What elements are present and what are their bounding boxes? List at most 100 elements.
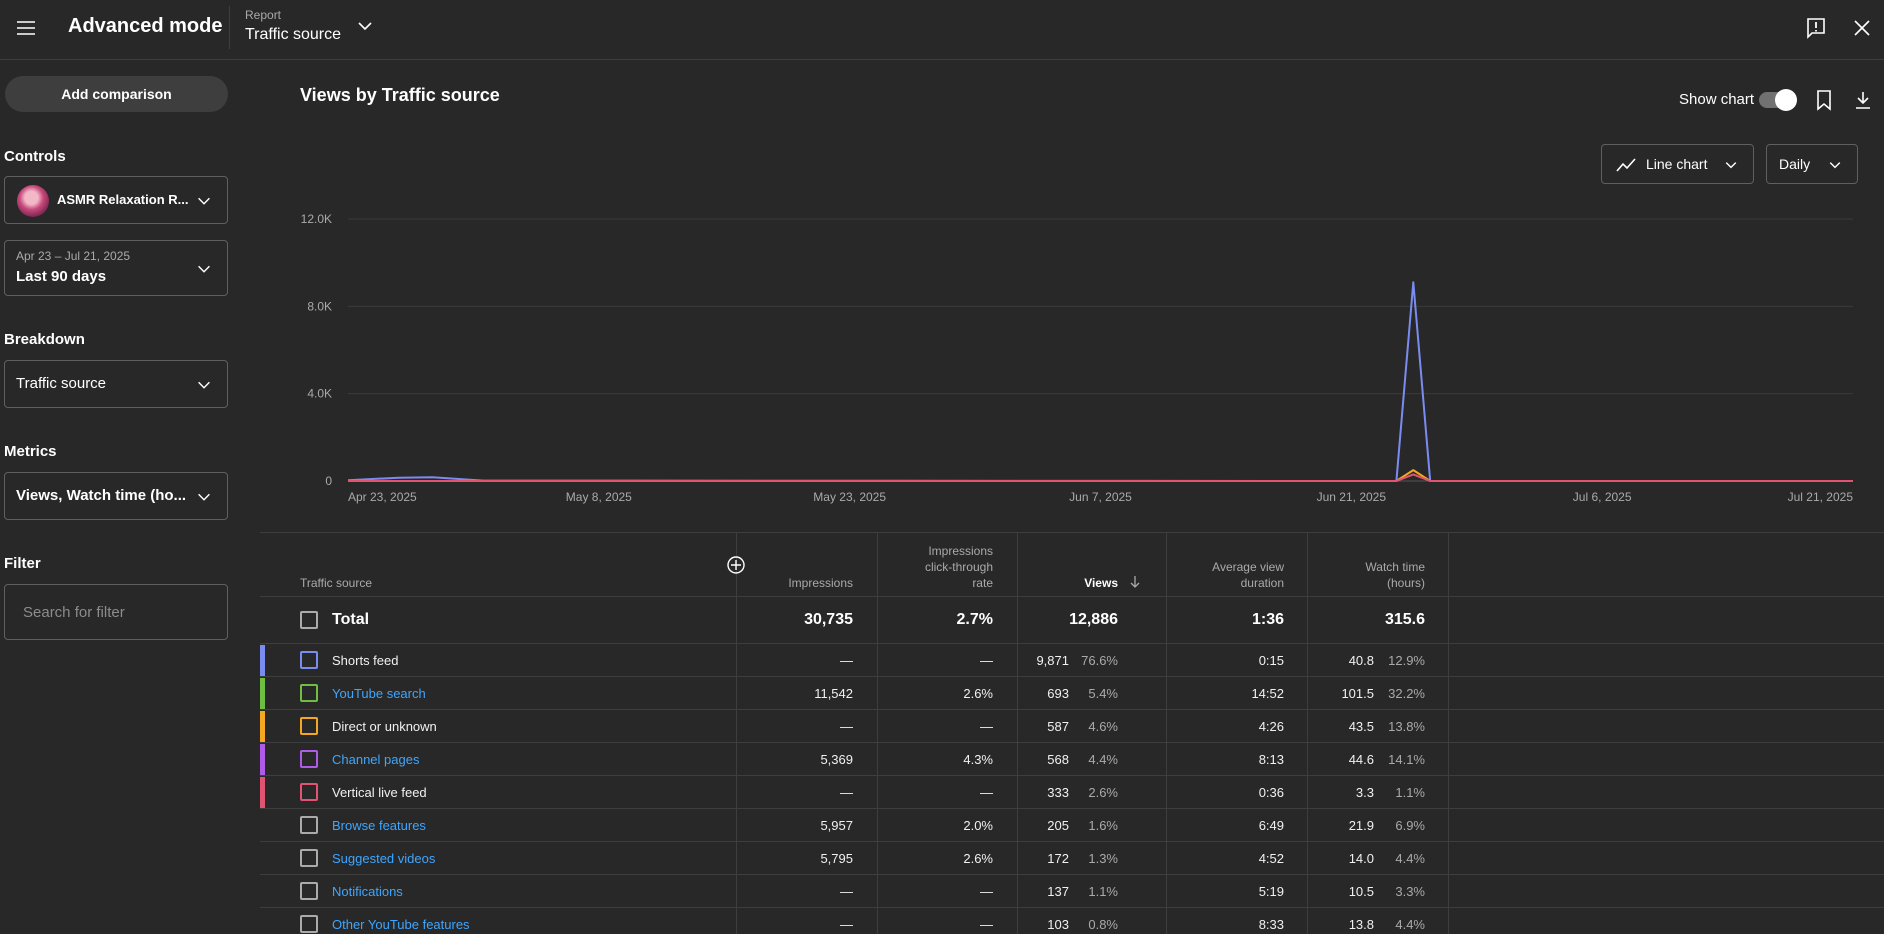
controls-heading: Controls <box>4 148 66 165</box>
impressions-value: — <box>840 653 853 668</box>
total-checkbox[interactable] <box>300 611 318 629</box>
watch-time-value: 43.5 <box>1348 719 1374 734</box>
row-checkbox[interactable] <box>300 684 318 702</box>
views-value: 9,871 <box>1036 653 1069 668</box>
avg-view-duration-value: 4:26 <box>1258 719 1284 734</box>
header-ctr-line1: Impressions <box>928 544 993 558</box>
traffic-source-label: Shorts feed <box>332 653 399 668</box>
row-checkbox[interactable] <box>300 651 318 669</box>
views-percent: 1.1% <box>1088 884 1118 899</box>
interval-dropdown[interactable]: Daily <box>1766 144 1858 184</box>
traffic-source-table: Traffic source Impressions Impressions c… <box>260 532 1884 934</box>
ctr-value: 2.0% <box>963 818 993 833</box>
breakdown-selector[interactable]: Traffic source <box>4 360 228 408</box>
avg-view-duration-value: 5:19 <box>1258 884 1284 899</box>
watch-time-percent: 1.1% <box>1395 785 1425 800</box>
row-checkbox[interactable] <box>300 816 318 834</box>
traffic-source-label[interactable]: Channel pages <box>332 752 420 767</box>
traffic-source-label: Vertical live feed <box>332 785 427 800</box>
table-row: YouTube search 11,542 2.6% 693 5.4% 14:52 101.… <box>260 677 1884 710</box>
hamburger-menu-icon[interactable] <box>14 16 38 40</box>
header-views[interactable]: Views <box>1084 576 1118 590</box>
x-tick-label: May 8, 2025 <box>566 490 632 504</box>
metrics-heading: Metrics <box>4 443 57 460</box>
header-traffic-source[interactable]: Traffic source <box>300 576 373 590</box>
column-divider <box>877 533 878 934</box>
traffic-source-label: Direct or unknown <box>332 719 437 734</box>
row-checkbox[interactable] <box>300 750 318 768</box>
watch-time-percent: 14.1% <box>1388 752 1425 767</box>
chart-type-dropdown[interactable]: Line chart <box>1601 144 1754 184</box>
filter-search-input[interactable] <box>4 584 228 640</box>
bookmark-icon[interactable] <box>1812 88 1836 112</box>
ctr-value: — <box>980 917 993 932</box>
chevron-down-icon <box>198 493 210 501</box>
series-color-bar <box>260 678 265 709</box>
x-tick-label: Jul 6, 2025 <box>1573 490 1632 504</box>
header-ctr-line3: rate <box>972 576 993 590</box>
chevron-down-icon[interactable] <box>355 16 375 36</box>
traffic-source-label[interactable]: YouTube search <box>332 686 426 701</box>
watch-time-percent: 3.3% <box>1395 884 1425 899</box>
views-percent: 5.4% <box>1088 686 1118 701</box>
views-value: 103 <box>1047 917 1069 932</box>
table-row: Other YouTube features — — 103 0.8% 8:33 13.8 4… <box>260 908 1884 934</box>
ctr-value: — <box>980 884 993 899</box>
y-tick-label: 8.0K <box>307 299 332 313</box>
traffic-source-label[interactable]: Notifications <box>332 884 403 899</box>
close-icon[interactable] <box>1850 16 1874 40</box>
add-comparison-button[interactable]: Add comparison <box>5 76 228 112</box>
total-row: Total 30,735 2.7% 12,886 1:36 315.6 <box>260 597 1884 644</box>
top-bar: Advanced mode Report Traffic source <box>0 0 1884 60</box>
download-icon[interactable] <box>1851 88 1875 112</box>
watch-time-percent: 4.4% <box>1395 851 1425 866</box>
avg-view-duration-value: 4:52 <box>1258 851 1284 866</box>
metrics-selector[interactable]: Views, Watch time (ho... <box>4 472 228 520</box>
traffic-source-label[interactable]: Other YouTube features <box>332 917 470 932</box>
avg-view-duration-value: 6:49 <box>1258 818 1284 833</box>
table-row: Notifications — — 137 1.1% 5:19 10.5 3.3% <box>260 875 1884 908</box>
row-checkbox[interactable] <box>300 849 318 867</box>
channel-selector[interactable]: ASMR Relaxation R... <box>4 176 228 224</box>
header-impressions[interactable]: Impressions <box>788 576 853 590</box>
impressions-value: — <box>840 917 853 932</box>
feedback-icon[interactable] <box>1804 16 1828 40</box>
y-tick-label: 0 <box>325 474 332 488</box>
views-percent: 1.6% <box>1088 818 1118 833</box>
show-chart-toggle[interactable] <box>1759 89 1797 111</box>
series-color-bar <box>260 777 265 808</box>
show-chart-label: Show chart <box>1679 91 1755 108</box>
traffic-source-label[interactable]: Browse features <box>332 818 426 833</box>
watch-time-value: 13.8 <box>1348 917 1374 932</box>
row-checkbox[interactable] <box>300 783 318 801</box>
series-line <box>348 473 1853 482</box>
chevron-down-icon <box>1725 162 1737 169</box>
views-value: 333 <box>1047 785 1069 800</box>
metrics-value: Views, Watch time (ho... <box>16 487 187 504</box>
chevron-down-icon <box>1829 162 1841 169</box>
impressions-value: — <box>840 719 853 734</box>
header-ctr-line2: click-through <box>924 560 993 574</box>
series-color-bar <box>260 711 265 742</box>
add-column-icon[interactable] <box>726 555 746 575</box>
header-divider <box>229 6 230 49</box>
toggle-knob <box>1775 89 1797 111</box>
row-checkbox[interactable] <box>300 882 318 900</box>
ctr-value: — <box>980 653 993 668</box>
x-tick-label: Apr 23, 2025 <box>348 490 417 504</box>
row-checkbox[interactable] <box>300 717 318 735</box>
row-checkbox[interactable] <box>300 915 318 933</box>
watch-time-value: 10.5 <box>1348 884 1374 899</box>
views-value: 137 <box>1047 884 1069 899</box>
header-wt-line2: (hours) <box>1386 576 1425 590</box>
chart-type-label: Line chart <box>1646 156 1708 172</box>
series-line <box>347 281 1853 482</box>
traffic-source-label[interactable]: Suggested videos <box>332 851 436 866</box>
sort-arrow-down-icon[interactable] <box>1128 575 1142 589</box>
chevron-down-icon <box>198 381 210 389</box>
report-selector[interactable]: Traffic source <box>245 26 342 43</box>
date-range-selector[interactable]: Apr 23 – Jul 21, 2025 Last 90 days <box>4 240 228 296</box>
table-row: Direct or unknown — — 587 4.6% 4:26 43.5 13.8% <box>260 710 1884 743</box>
avg-view-duration-value: 8:13 <box>1258 752 1284 767</box>
series-color-bar <box>260 645 265 676</box>
